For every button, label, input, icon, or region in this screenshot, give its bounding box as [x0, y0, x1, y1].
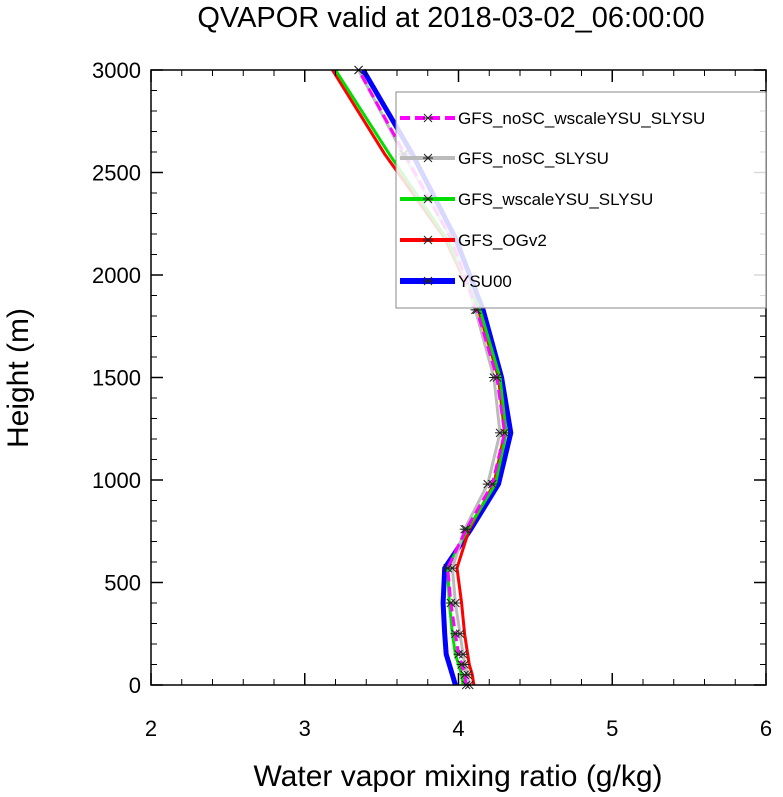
- x-tick-label: 3: [299, 716, 311, 741]
- legend-entry: GFS_noSC_wscaleYSU_SLYSU: [400, 109, 705, 128]
- legend-entry: GFS_noSC_SLYSU: [400, 149, 609, 168]
- legend-label: GFS_noSC_wscaleYSU_SLYSU: [458, 109, 705, 128]
- x-tick-label: 6: [760, 716, 772, 741]
- data-point: [453, 649, 464, 659]
- data-point: [456, 660, 467, 669]
- data-point: [459, 670, 470, 680]
- legend-box: [395, 91, 767, 309]
- legend-label: YSU00: [458, 272, 512, 291]
- legend-entry: YSU00: [400, 272, 512, 291]
- legend-entry: GFS_wscaleYSU_SLYSU: [400, 190, 653, 209]
- data-point: [450, 629, 461, 639]
- legend-label: GFS_noSC_SLYSU: [458, 149, 609, 168]
- data-point: [487, 479, 498, 489]
- data-point: [461, 524, 472, 534]
- y-tick-label: 1500: [92, 366, 141, 391]
- legend-label: GFS_OGv2: [458, 231, 547, 250]
- y-tick-label: 2000: [92, 263, 141, 288]
- x-axis-label: Water vapor mixing ratio (g/kg): [253, 760, 662, 793]
- y-tick-label: 3000: [92, 58, 141, 83]
- y-tick-label: 500: [104, 571, 141, 596]
- data-point: [491, 373, 502, 382]
- y-axis-label: Height (m): [2, 308, 35, 448]
- y-tick-label: 1000: [92, 468, 141, 493]
- x-tick-label: 2: [145, 716, 157, 741]
- data-point: [445, 598, 456, 608]
- x-tick-label: 4: [452, 716, 464, 741]
- axes-layer: 0 500 1000 1500 2000 2500 3000 2 3 4 5 6: [92, 58, 772, 741]
- data-point: [499, 428, 510, 438]
- data-point: [442, 563, 453, 573]
- y-tick-label: 2500: [92, 161, 141, 186]
- x-tick-label: 5: [606, 716, 618, 741]
- y-tick-label: 0: [129, 673, 141, 698]
- legend-label: GFS_wscaleYSU_SLYSU: [458, 190, 653, 209]
- legend: GFS_noSC_wscaleYSU_SLYSU GFS_noSC_SLYSU GF…: [395, 91, 767, 309]
- legend-entry: GFS_OGv2: [400, 231, 547, 250]
- chart-title: QVAPOR valid at 2018-03-02_06:00:00: [197, 2, 704, 34]
